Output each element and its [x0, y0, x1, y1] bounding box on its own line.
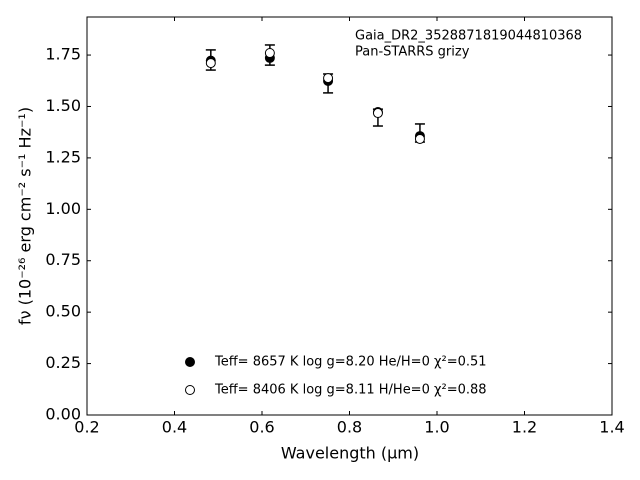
y-tick-label: 1.25: [45, 147, 81, 166]
legend-label: Teff= 8406 K log g=8.11 H/He=0 χ²=0.88: [214, 383, 487, 398]
point: [205, 58, 216, 69]
point: [323, 73, 334, 84]
x-tick-label: 0.2: [74, 418, 99, 437]
legend-marker: [185, 357, 195, 367]
y-tick-label: 0.75: [45, 250, 81, 269]
annotation: Gaia_DR2_3528871819044810368: [355, 29, 582, 44]
point: [264, 47, 275, 58]
x-tick-label: 1.4: [599, 418, 624, 437]
y-tick-label: 1.75: [45, 45, 81, 64]
x-axis-label: Wavelength (μm): [281, 444, 419, 463]
y-tick-label: 0.25: [45, 353, 81, 372]
x-tick-label: 1.0: [424, 418, 449, 437]
y-axis-label: fν (10⁻²⁶ erg cm⁻² s⁻¹ Hz⁻¹): [16, 107, 35, 325]
legend-marker: [185, 385, 195, 395]
y-tick-label: 0.00: [45, 405, 81, 424]
point: [372, 108, 383, 119]
legend-label: Teff= 8657 K log g=8.20 He/H=0 χ²=0.51: [214, 355, 487, 370]
y-tick-label: 1.00: [45, 199, 81, 218]
y-tick-label: 1.50: [45, 96, 81, 115]
point: [414, 133, 425, 144]
y-tick-label: 0.50: [45, 302, 81, 321]
x-tick-label: 0.4: [162, 418, 187, 437]
x-tick-label: 0.8: [337, 418, 362, 437]
x-tick-label: 0.6: [249, 418, 274, 437]
x-tick-label: 1.2: [512, 418, 537, 437]
annotation: Pan-STARRS grizy: [355, 45, 470, 60]
